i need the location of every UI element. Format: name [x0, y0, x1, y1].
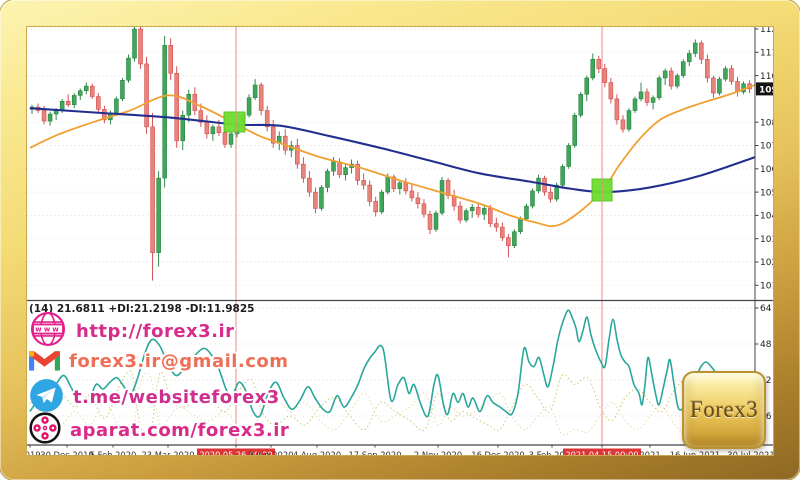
globe-www-icon: www [29, 310, 67, 352]
event-vlines [235, 27, 603, 445]
svg-text:105.: 105. [760, 188, 773, 198]
contact-row-website: www http://forex3.ir [29, 310, 235, 352]
price-axis-labels: 112. 111. 110. 108. 107. 106. 105. 104. 103. 102.… [755, 27, 773, 292]
ma-fast-orange-line [29, 84, 756, 228]
signal-box [223, 111, 246, 133]
website-url-text: http://forex3.ir [76, 320, 235, 342]
telegram-icon [29, 378, 64, 417]
contact-row-telegram: t.me/websiteforex3 [29, 378, 280, 417]
contact-row-email: forex3.ir@gmail.com [29, 347, 289, 375]
svg-text:110.: 110. [760, 72, 773, 82]
svg-text:16 Jun 2021: 16 Jun 2021 [670, 450, 720, 455]
adx-indicator-label: (14) 21.6811 +DI:21.2198 -DI:11.9825 [29, 303, 255, 315]
svg-text:102.: 102. [760, 258, 773, 268]
svg-text:www: www [35, 325, 61, 334]
svg-text:2021: 2021 [639, 450, 660, 455]
svg-text:108.: 108. [760, 118, 773, 128]
svg-text:3 Feb 2021: 3 Feb 2021 [529, 450, 576, 455]
highlighted-date-box [197, 448, 275, 455]
svg-text:16 Dec 2020: 16 Dec 2020 [471, 450, 525, 455]
svg-text:2021.04.15 00:00: 2021.04.15 00:00 [565, 450, 638, 456]
aparat-icon [29, 412, 61, 448]
svg-text:5 Feb 2020: 5 Feb 2020 [90, 450, 137, 455]
moving-averages [29, 84, 756, 228]
svg-text:30 Dec 2019: 30 Dec 2019 [40, 450, 94, 455]
current-price-label: 109. [759, 85, 773, 95]
adx-main-line [29, 309, 753, 418]
svg-text:2020.05.26 00:00: 2020.05.26 00:00 [199, 450, 272, 456]
forex3-logo-text: Forex3 [689, 397, 759, 422]
grid-lines [27, 28, 755, 417]
svg-text:64: 64 [760, 304, 772, 314]
svg-text:101.: 101. [760, 282, 773, 292]
svg-text:112.: 112. [760, 27, 773, 35]
svg-text:48: 48 [760, 340, 772, 350]
chart-window: 112. 111. 110. 108. 107. 106. 105. 104. 103. 102.… [27, 27, 773, 455]
gmail-icon [29, 347, 60, 375]
adx-indicator-lines [29, 309, 753, 439]
email-address-text: forex3.ir@gmail.com [69, 350, 289, 372]
svg-text:2 Nov 2020: 2 Nov 2020 [414, 450, 462, 455]
svg-text:111.: 111. [760, 49, 773, 59]
svg-text:2019: 2019 [27, 450, 41, 455]
ma-slow-blue-line [29, 107, 756, 194]
current-price-box [756, 82, 773, 96]
forex3-logo: Forex3 [682, 371, 766, 449]
aparat-url-text: aparat.com/forex3.ir [70, 419, 290, 441]
svg-text:4 Aug 2020: 4 Aug 2020 [293, 450, 341, 455]
svg-text:17 Sep 2020: 17 Sep 2020 [348, 450, 401, 455]
svg-text:23 Mar 2020: 23 Mar 2020 [141, 450, 194, 455]
svg-text:106.: 106. [760, 165, 773, 175]
svg-text:30 Jul 2021: 30 Jul 2021 [727, 450, 773, 455]
svg-text:103.: 103. [760, 235, 773, 245]
svg-text:9 Jun 2020: 9 Jun 2020 [248, 450, 293, 455]
highlighted-date-box [563, 448, 641, 455]
contact-row-aparat: aparat.com/forex3.ir [29, 412, 289, 448]
svg-text:107.: 107. [760, 142, 773, 152]
svg-text:104.: 104. [760, 212, 773, 222]
telegram-url-text: t.me/websiteforex3 [73, 387, 280, 408]
price-chart-svg[interactable]: 112. 111. 110. 108. 107. 106. 105. 104. 103. 102.… [27, 27, 773, 455]
candlesticks [29, 27, 752, 281]
